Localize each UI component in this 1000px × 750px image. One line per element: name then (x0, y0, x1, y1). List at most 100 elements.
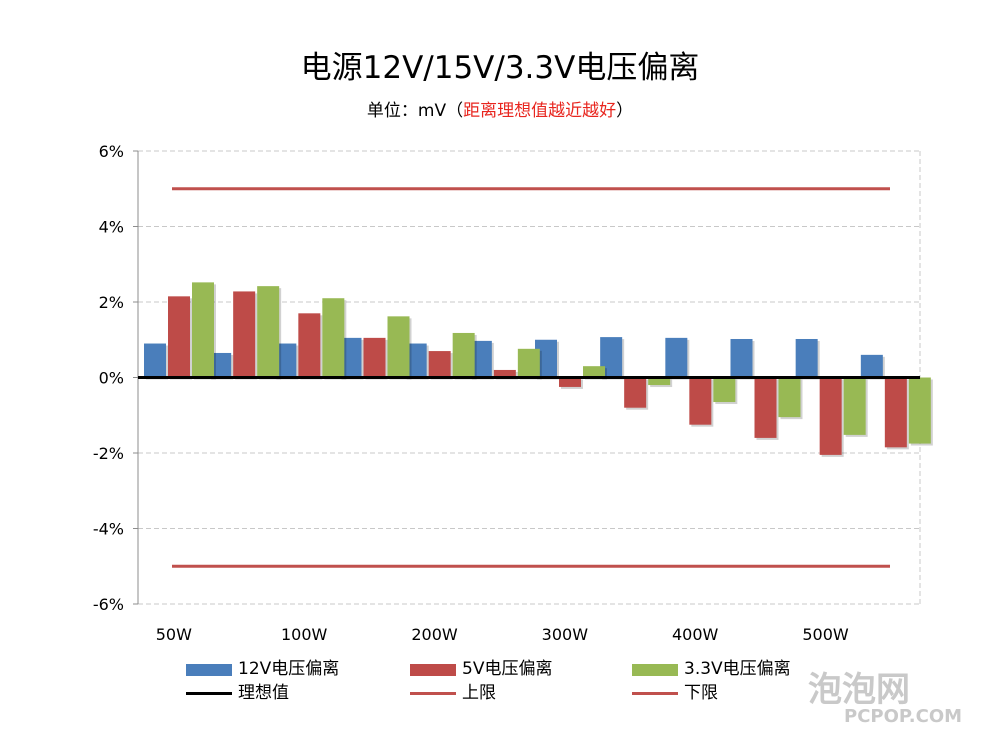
bar-1-1 (233, 291, 258, 380)
subtitle-close: ） (616, 101, 634, 121)
x-tick-label: 50W (156, 625, 192, 644)
bar (559, 377, 581, 387)
legend-line-upper (410, 692, 456, 695)
bar (843, 377, 866, 435)
x-tick-label: 200W (411, 625, 458, 644)
bar (233, 291, 256, 378)
y-tick-label: -4% (93, 520, 124, 539)
bar (192, 282, 214, 378)
bar-0-6 (535, 339, 559, 380)
watermark-logo: 泡泡网 PCPOP.COM (808, 662, 988, 732)
bar-1-4 (428, 351, 453, 380)
x-tick-label: 300W (542, 625, 589, 644)
x-tick-label: 400W (672, 625, 719, 644)
bar-2-8 (713, 377, 738, 405)
bar (298, 313, 321, 378)
bar (730, 338, 753, 378)
bar-0-5 (469, 340, 494, 380)
bar-0-2 (274, 343, 299, 380)
bar (387, 316, 410, 378)
legend-swatch-5v (410, 664, 456, 676)
y-tick-label: 4% (99, 218, 124, 237)
subtitle-unit: 单位：mV（ (366, 101, 464, 121)
bar (860, 354, 883, 378)
bar-0-9 (730, 338, 755, 380)
watermark-logo-text: 泡泡网 (808, 670, 910, 710)
legend-label-upper: 上限 (462, 683, 496, 703)
bar (535, 339, 557, 378)
legend-label-3v3: 3.3V电压偏离 (684, 659, 791, 679)
bar (689, 377, 712, 425)
legend-swatch-3v3 (632, 664, 678, 676)
bar-2-10 (843, 377, 868, 437)
bar-1-5 (493, 369, 518, 380)
bar-0-1 (209, 352, 234, 380)
bar-0-10 (795, 338, 820, 380)
bar-2-9 (778, 377, 803, 420)
bar (339, 337, 362, 378)
bar (274, 343, 297, 378)
x-tick-label: 100W (281, 625, 328, 644)
legend-line-ideal (186, 692, 232, 695)
legend-label-5v: 5V电压偏离 (462, 659, 553, 679)
bar-1-10 (819, 377, 844, 457)
bar-2-5 (517, 348, 542, 380)
bar (168, 296, 190, 378)
bar-2-2 (322, 298, 347, 380)
bar-0-3 (339, 337, 364, 380)
bar-2-11 (908, 377, 933, 446)
x-tick-label: 500W (802, 625, 849, 644)
y-tick-label: 6% (99, 142, 124, 161)
bar-2-7 (648, 377, 673, 388)
bar-1-2 (298, 313, 323, 380)
legend-label-ideal: 理想值 (238, 683, 289, 703)
y-tick-label: -2% (93, 444, 124, 463)
bar-0-4 (404, 343, 429, 380)
legend-label-lower: 下限 (684, 683, 718, 703)
watermark-url: PCPOP.COM (844, 706, 963, 727)
bar-1-7 (624, 377, 649, 410)
bar-1-0 (168, 296, 192, 380)
bar (884, 377, 907, 448)
bar-2-4 (452, 332, 477, 380)
y-tick-label: 0% (99, 369, 124, 388)
bar (322, 298, 345, 378)
bar (908, 377, 931, 444)
legend-swatch-12v (186, 664, 232, 676)
y-tick-label: 2% (99, 293, 124, 312)
y-tick-label: -6% (93, 595, 124, 614)
bar-1-6 (559, 377, 583, 389)
bar-0-8 (665, 337, 690, 380)
bar (469, 340, 492, 378)
bar (624, 377, 647, 408)
bar (600, 337, 623, 378)
legend-line-lower (632, 692, 678, 695)
bar (648, 377, 671, 386)
bar-0-11 (860, 354, 885, 380)
bar (795, 338, 818, 378)
bar (819, 377, 842, 455)
bar-1-3 (363, 337, 388, 380)
chart-subtitle: 单位：mV（距离理想值越近越好） (0, 96, 1000, 121)
bar-1-11 (884, 377, 909, 450)
bar (209, 352, 232, 378)
bar (493, 369, 516, 378)
bar-0-0 (144, 343, 168, 380)
bar-1-8 (689, 377, 714, 427)
bar-2-3 (387, 316, 412, 380)
bar-2-1 (257, 286, 282, 380)
legend-label-12v: 12V电压偏离 (238, 659, 340, 679)
subtitle-note: 距离理想值越近越好 (463, 101, 617, 121)
bar-2-6 (583, 366, 607, 380)
bar (257, 286, 280, 378)
bar (452, 332, 475, 378)
bar (778, 377, 801, 418)
bar (404, 343, 427, 378)
bar (665, 337, 688, 378)
bar (583, 366, 605, 378)
bar-0-7 (600, 337, 625, 380)
bar (754, 377, 777, 438)
chart-title: 电源12V/15V/3.3V电压偏离 (300, 50, 700, 86)
bar (144, 343, 166, 378)
